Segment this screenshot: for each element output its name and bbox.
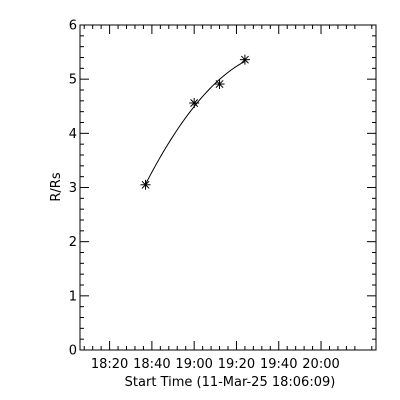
y-tick-label: 2: [69, 235, 77, 250]
x-axis-label: Start Time (11-Mar-25 18:06:09): [125, 375, 336, 390]
y-axis-label: R/Rs: [49, 172, 64, 201]
x-tick-label: 20:00: [302, 357, 339, 372]
data-points: [140, 54, 250, 190]
y-tick-label: 6: [69, 19, 77, 34]
data-point: [189, 98, 200, 108]
marker-stroke: [190, 99, 199, 107]
y-tick-label: 3: [69, 181, 77, 196]
x-axis: 18:20 18:40 19:00 19:20 19:40 20:00: [83, 25, 373, 372]
x-tick-label: 19:00: [175, 357, 212, 372]
marker-stroke: [215, 80, 224, 88]
x-tick-label: 19:20: [218, 357, 255, 372]
plot-frame: [79, 24, 377, 351]
x-tick-label: 18:40: [133, 357, 170, 372]
x-tick-label: 18:20: [91, 357, 128, 372]
marker-stroke: [240, 55, 249, 64]
y-axis: 0 1 2 3 4 5 6: [69, 19, 376, 359]
y-tick-label: 4: [69, 127, 77, 142]
y-tick-label: 1: [69, 289, 77, 304]
data-point: [239, 54, 250, 65]
y-tick-label: 0: [69, 344, 77, 359]
marker-stroke: [141, 180, 150, 189]
data-point: [214, 79, 225, 90]
data-point: [140, 179, 151, 190]
y-tick-label: 5: [69, 73, 77, 88]
x-tick-label: 19:40: [260, 357, 297, 372]
fit-curve: [145, 60, 246, 185]
